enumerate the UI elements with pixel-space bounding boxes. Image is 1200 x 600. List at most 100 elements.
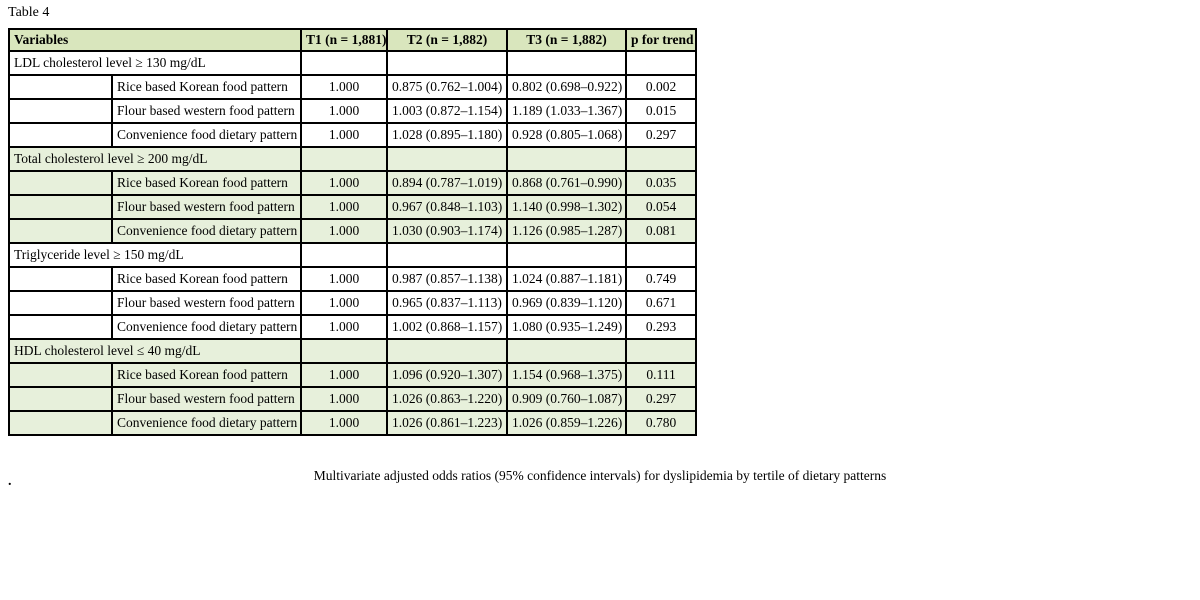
section-header-row: LDL cholesterol level ≥ 130 mg/dL <box>7 50 698 76</box>
value-cell-t2: 1.026 (0.863–1.220) <box>386 386 509 412</box>
indent-cell <box>8 74 113 100</box>
table-row: Flour based western food pattern 1.000 1.0… <box>8 98 698 124</box>
table-row: Flour based western food pattern 1.000 0.9… <box>8 194 698 220</box>
value-cell-p: 0.297 <box>625 386 698 412</box>
value-cell-t2: 1.028 (0.895–1.180) <box>386 122 509 148</box>
section-header-row: Total cholesterol level ≥ 200 mg/dL <box>7 146 698 172</box>
table-row: Rice based Korean food pattern 1.000 0.875… <box>8 74 698 100</box>
section-header-row: HDL cholesterol level ≤ 40 mg/dL <box>7 338 698 364</box>
value-cell-t2: 0.965 (0.837–1.113) <box>386 290 509 316</box>
value-cell-t1: 1.000 <box>300 362 389 388</box>
table-row: Flour based western food pattern 1.000 0.9… <box>8 290 698 316</box>
indent-cell <box>8 122 113 148</box>
value-cell-t1: 1.000 <box>300 290 389 316</box>
pattern-label: Flour based western food pattern <box>110 98 303 124</box>
value-cell-t3: 1.189 (1.033–1.367) <box>506 98 628 124</box>
column-header-p-for-trend: p for trend <box>625 28 698 52</box>
value-cell-t1: 1.000 <box>300 410 389 436</box>
empty-cell-t1 <box>300 242 389 268</box>
value-cell-p: 0.780 <box>625 410 698 436</box>
empty-cell-p <box>625 242 698 268</box>
value-cell-t2: 1.002 (0.868–1.157) <box>386 314 509 340</box>
value-cell-p: 0.035 <box>625 170 698 196</box>
empty-cell-t2 <box>386 242 509 268</box>
pattern-label: Convenience food dietary pattern <box>110 410 303 436</box>
table-row: Rice based Korean food pattern 1.000 0.987… <box>8 266 698 292</box>
column-header-t3: T3 (n = 1,882) <box>506 28 628 52</box>
section-header-label: HDL cholesterol level ≤ 40 mg/dL <box>7 338 303 364</box>
empty-cell-t2 <box>386 50 509 76</box>
pattern-label: Flour based western food pattern <box>110 386 303 412</box>
empty-cell-t2 <box>386 338 509 364</box>
value-cell-t2: 0.967 (0.848–1.103) <box>386 194 509 220</box>
table-header-row: Variables T1 (n = 1,881) T2 (n = 1,882) … <box>7 28 698 52</box>
indent-cell <box>8 362 113 388</box>
table-row: Flour based western food pattern 1.000 1.0… <box>8 386 698 412</box>
indent-cell <box>8 170 113 196</box>
section-header-label: LDL cholesterol level ≥ 130 mg/dL <box>7 50 303 76</box>
pattern-label: Rice based Korean food pattern <box>110 74 303 100</box>
value-cell-p: 0.671 <box>625 290 698 316</box>
pattern-label: Rice based Korean food pattern <box>110 170 303 196</box>
value-cell-t2: 0.987 (0.857–1.138) <box>386 266 509 292</box>
value-cell-t3: 0.969 (0.839–1.120) <box>506 290 628 316</box>
indent-cell <box>8 314 113 340</box>
pattern-label: Convenience food dietary pattern <box>110 122 303 148</box>
empty-cell-p <box>625 50 698 76</box>
pattern-label: Convenience food dietary pattern <box>110 218 303 244</box>
value-cell-p: 0.054 <box>625 194 698 220</box>
value-cell-t3: 0.909 (0.760–1.087) <box>506 386 628 412</box>
table-title: Table 4 <box>8 5 50 20</box>
empty-cell-t1 <box>300 50 389 76</box>
value-cell-t3: 1.080 (0.935–1.249) <box>506 314 628 340</box>
value-cell-p: 0.002 <box>625 74 698 100</box>
value-cell-t1: 1.000 <box>300 74 389 100</box>
value-cell-t2: 1.026 (0.861–1.223) <box>386 410 509 436</box>
table-row: Convenience food dietary pattern 1.000 1.0… <box>8 410 698 436</box>
value-cell-t3: 1.126 (0.985–1.287) <box>506 218 628 244</box>
empty-cell-t3 <box>506 242 628 268</box>
indent-cell <box>8 98 113 124</box>
value-cell-p: 0.081 <box>625 218 698 244</box>
indent-cell <box>8 386 113 412</box>
pattern-label: Rice based Korean food pattern <box>110 266 303 292</box>
column-header-variables: Variables <box>7 28 303 52</box>
column-header-t2: T2 (n = 1,882) <box>386 28 509 52</box>
table-row: Convenience food dietary pattern 1.000 1.0… <box>8 218 698 244</box>
value-cell-t3: 1.024 (0.887–1.181) <box>506 266 628 292</box>
pattern-label: Rice based Korean food pattern <box>110 362 303 388</box>
value-cell-t2: 0.894 (0.787–1.019) <box>386 170 509 196</box>
table-caption: Multivariate adjusted odds ratios (95% c… <box>313 468 887 483</box>
pattern-label: Convenience food dietary pattern <box>110 314 303 340</box>
empty-cell-p <box>625 338 698 364</box>
value-cell-t1: 1.000 <box>300 98 389 124</box>
empty-cell-t3 <box>506 50 628 76</box>
empty-cell-t3 <box>506 338 628 364</box>
odds-ratio-table: Variables T1 (n = 1,881) T2 (n = 1,882) … <box>7 28 698 436</box>
value-cell-t1: 1.000 <box>300 266 389 292</box>
section-header-label: Total cholesterol level ≥ 200 mg/dL <box>7 146 303 172</box>
indent-cell <box>8 410 113 436</box>
value-cell-p: 0.111 <box>625 362 698 388</box>
value-cell-t1: 1.000 <box>300 122 389 148</box>
value-cell-t1: 1.000 <box>300 314 389 340</box>
empty-cell-t1 <box>300 338 389 364</box>
indent-cell <box>8 290 113 316</box>
value-cell-t2: 1.030 (0.903–1.174) <box>386 218 509 244</box>
value-cell-t3: 1.026 (0.859–1.226) <box>506 410 628 436</box>
table-body: LDL cholesterol level ≥ 130 mg/dL Rice ba… <box>7 50 698 436</box>
value-cell-t3: 1.140 (0.998–1.302) <box>506 194 628 220</box>
pattern-label: Flour based western food pattern <box>110 290 303 316</box>
value-cell-p: 0.293 <box>625 314 698 340</box>
table-row: Rice based Korean food pattern 1.000 1.096… <box>8 362 698 388</box>
value-cell-p: 0.749 <box>625 266 698 292</box>
value-cell-p: 0.297 <box>625 122 698 148</box>
empty-cell-t2 <box>386 146 509 172</box>
indent-cell <box>8 218 113 244</box>
value-cell-t1: 1.000 <box>300 170 389 196</box>
value-cell-t3: 0.928 (0.805–1.068) <box>506 122 628 148</box>
section-header-row: Triglyceride level ≥ 150 mg/dL <box>7 242 698 268</box>
value-cell-t1: 1.000 <box>300 194 389 220</box>
value-cell-p: 0.015 <box>625 98 698 124</box>
